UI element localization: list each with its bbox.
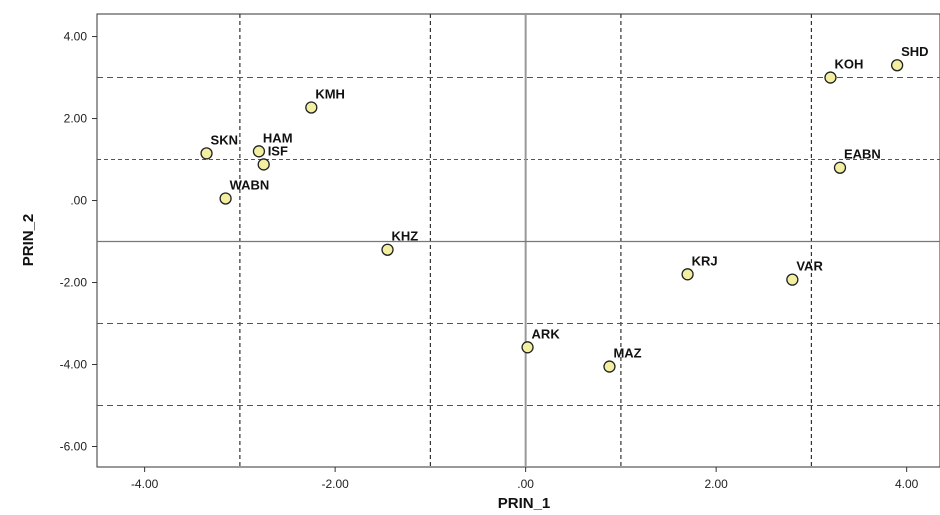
point-label: SKN bbox=[211, 132, 238, 147]
data-point bbox=[833, 161, 847, 174]
plot-frame bbox=[96, 13, 940, 468]
point-label: KHZ bbox=[392, 229, 419, 244]
x-tick-label: 2.00 bbox=[704, 477, 728, 491]
x-tick-label: -2.00 bbox=[321, 477, 349, 491]
reference-lines bbox=[97, 14, 940, 467]
point-label: VAR bbox=[796, 259, 823, 274]
point-label: EABN bbox=[844, 147, 881, 162]
y-tick-label: 2.00 bbox=[64, 112, 88, 126]
data-point bbox=[824, 71, 837, 84]
data-point bbox=[603, 360, 616, 373]
data-point bbox=[786, 273, 799, 286]
point-label: SHD bbox=[901, 44, 928, 59]
x-tick-label: -4.00 bbox=[131, 477, 159, 491]
data-point bbox=[219, 192, 232, 205]
y-tick-label: .00 bbox=[70, 194, 87, 208]
data-point bbox=[200, 147, 213, 160]
y-tick-label: -6.00 bbox=[60, 440, 88, 454]
data-point bbox=[890, 59, 904, 72]
x-tick-label: 4.00 bbox=[895, 477, 919, 491]
data-point bbox=[681, 268, 694, 281]
data-point bbox=[521, 341, 534, 354]
data-point bbox=[381, 243, 394, 256]
y-axis-title: PRIN_2 bbox=[20, 214, 37, 267]
point-label: KOH bbox=[834, 57, 863, 72]
point-label: KRJ bbox=[692, 253, 718, 268]
point-label: HAM bbox=[263, 130, 293, 145]
point-label: KMH bbox=[315, 86, 345, 101]
x-tick-label: .00 bbox=[517, 477, 534, 491]
point-label: ARK bbox=[532, 326, 561, 341]
y-axis: 4.00 2.00 .00 -2.00 -4.00 -6.00 bbox=[60, 30, 97, 454]
data-point bbox=[257, 158, 270, 171]
point-label: ISF bbox=[268, 143, 288, 158]
x-axis-title: PRIN_1 bbox=[498, 495, 551, 512]
data-point bbox=[252, 145, 266, 158]
y-tick-label: -4.00 bbox=[60, 358, 88, 372]
y-tick-label: -2.00 bbox=[60, 276, 88, 290]
data-point bbox=[305, 101, 318, 114]
x-axis: -4.00 -2.00 .00 2.00 4.00 bbox=[131, 467, 919, 491]
point-label: MAZ bbox=[613, 346, 641, 361]
point-label: WABN bbox=[230, 177, 270, 192]
y-tick-label: 4.00 bbox=[64, 30, 88, 44]
